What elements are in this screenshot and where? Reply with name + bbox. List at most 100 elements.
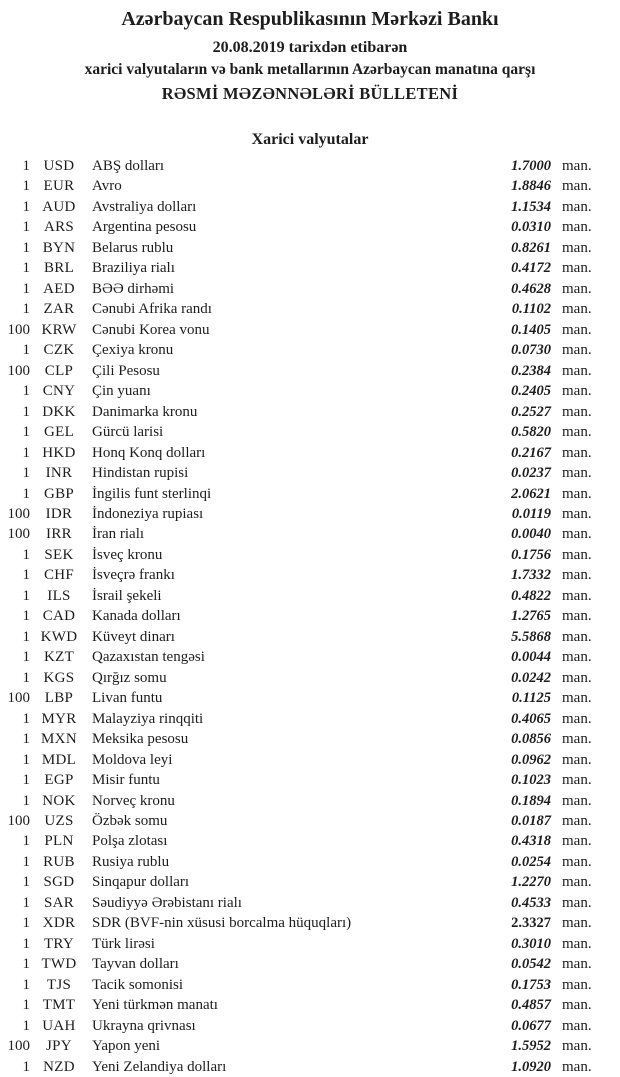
currency-code: DKK bbox=[42, 403, 76, 420]
quantity: 1 bbox=[22, 567, 31, 584]
unit-label: man. bbox=[562, 1058, 592, 1075]
currency-row: 1 TMT Yeni türkmən manatı 0.4857 man. bbox=[0, 995, 620, 1015]
currency-name: Çin yuanı bbox=[92, 383, 151, 400]
quantity: 1 bbox=[22, 546, 31, 563]
unit-label: man. bbox=[562, 424, 592, 441]
unit-label: man. bbox=[562, 731, 592, 748]
currency-name: Rusiya rublu bbox=[92, 853, 170, 870]
date-line: 20.08.2019 tarixdən etibarən bbox=[212, 39, 408, 56]
currency-row: 1 XDR SDR (BVF-nin xüsusi borcalma hüquq… bbox=[0, 913, 620, 933]
unit-label: man. bbox=[562, 874, 592, 891]
currency-code: EUR bbox=[43, 178, 75, 195]
unit-label: man. bbox=[562, 546, 592, 563]
currency-row: 1 ZAR Cənubi Afrika randı 0.1102 man. bbox=[0, 299, 620, 319]
unit-label: man. bbox=[562, 649, 592, 666]
rate-value: 0.5820 bbox=[511, 424, 551, 441]
unit-label: man. bbox=[562, 997, 592, 1014]
rate-value: 0.2384 bbox=[511, 362, 551, 379]
quantity: 1 bbox=[22, 833, 31, 850]
currency-name: Çexiya kronu bbox=[92, 342, 174, 359]
currency-code: ARS bbox=[43, 219, 75, 236]
quantity: 1 bbox=[22, 260, 31, 277]
rate-value: 1.8846 bbox=[511, 178, 551, 195]
quantity: 1 bbox=[22, 383, 31, 400]
quantity: 1 bbox=[22, 628, 31, 645]
rate-value: 0.3010 bbox=[511, 935, 551, 952]
unit-label: man. bbox=[562, 894, 592, 911]
currency-name: Tayvan dolları bbox=[92, 956, 179, 973]
unit-label: man. bbox=[562, 1017, 592, 1034]
rate-value: 0.0254 bbox=[511, 853, 551, 870]
rate-value: 0.0119 bbox=[511, 505, 551, 522]
rate-value: 0.1405 bbox=[511, 321, 551, 338]
unit-label: man. bbox=[562, 956, 592, 973]
rate-value: 0.1756 bbox=[511, 546, 551, 563]
currency-code: CHF bbox=[43, 567, 75, 584]
currency-row: 1 EGP Misir funtu 0.1023 man. bbox=[0, 770, 620, 790]
currency-code: MDL bbox=[41, 751, 77, 768]
currency-row: 1 MDL Moldova leyi 0.0962 man. bbox=[0, 750, 620, 770]
currency-name: Yapon yeni bbox=[92, 1038, 161, 1055]
unit-label: man. bbox=[562, 669, 592, 686]
currency-code: CNY bbox=[42, 383, 76, 400]
currency-row: 1 GEL Gürcü larisi 0.5820 man. bbox=[0, 422, 620, 442]
unit-label: man. bbox=[562, 505, 592, 522]
rate-value: 2.3327 bbox=[511, 915, 551, 932]
rate-value: 0.0187 bbox=[511, 813, 551, 829]
currency-code: ILS bbox=[47, 587, 71, 604]
currency-row: 1 TRY Türk lirəsi 0.3010 man. bbox=[0, 934, 620, 954]
unit-label: man. bbox=[562, 833, 592, 850]
currency-name: Sinqapur dolları bbox=[92, 874, 190, 891]
rate-value: 0.0677 bbox=[511, 1017, 551, 1034]
currency-row: 1 RUB Rusiya rublu 0.0254 man. bbox=[0, 852, 620, 872]
unit-label: man. bbox=[562, 915, 592, 932]
currency-code: XDR bbox=[42, 915, 76, 932]
currency-code: IRR bbox=[46, 526, 72, 543]
quantity: 1 bbox=[22, 956, 31, 973]
currency-row: 1 USD ABŞ dolları 1.7000 man. bbox=[0, 156, 620, 176]
subtitle-line: xarici valyutaların və bank metallarının… bbox=[84, 61, 536, 78]
currency-row: 1 GBP İngilis funt sterlinqi 2.0621 man. bbox=[0, 484, 620, 504]
rate-value: 0.0962 bbox=[511, 751, 551, 768]
currency-name: Braziliya rialı bbox=[92, 260, 175, 277]
currency-row: 1 ARS Argentina pesosu 0.0310 man. bbox=[0, 217, 620, 237]
currency-row: 1 SEK İsveç kronu 0.1756 man. bbox=[0, 545, 620, 565]
unit-label: man. bbox=[562, 158, 592, 174]
currency-row: 1 HKD Honq Konq dolları 0.2167 man. bbox=[0, 443, 620, 463]
currency-name: Avro bbox=[92, 178, 122, 195]
currency-name: Gürcü larisi bbox=[92, 424, 164, 441]
unit-label: man. bbox=[562, 485, 592, 502]
quantity: 100 bbox=[7, 362, 31, 379]
rate-value: 0.4065 bbox=[511, 710, 551, 727]
unit-label: man. bbox=[562, 1038, 592, 1055]
currency-code: SAR bbox=[43, 894, 75, 911]
currency-code: GEL bbox=[43, 424, 75, 441]
quantity: 100 bbox=[7, 690, 31, 707]
unit-label: man. bbox=[562, 935, 592, 952]
currency-name: Özbək somu bbox=[92, 813, 168, 829]
currency-row: 100 CLP Çili Pesosu 0.2384 man. bbox=[0, 361, 620, 381]
unit-label: man. bbox=[562, 383, 592, 400]
rate-value: 1.1534 bbox=[511, 198, 551, 215]
currency-code: KRW bbox=[41, 321, 77, 338]
rate-value: 1.7000 bbox=[511, 158, 551, 174]
currency-row: 1 DKK Danimarka kronu 0.2527 man. bbox=[0, 402, 620, 422]
unit-label: man. bbox=[562, 198, 592, 215]
quantity: 1 bbox=[22, 853, 31, 870]
currency-row: 1 CHF İsveçrə frankı 1.7332 man. bbox=[0, 565, 620, 585]
quantity: 1 bbox=[22, 1058, 31, 1075]
quantity: 100 bbox=[7, 321, 31, 338]
quantity: 100 bbox=[7, 505, 31, 522]
currency-row: 1 EUR Avro 1.8846 man. bbox=[0, 176, 620, 196]
quantity: 1 bbox=[22, 710, 31, 727]
currency-name: Honq Konq dolları bbox=[92, 444, 206, 461]
currency-row: 1 NZD Yeni Zelandiya dolları 1.0920 man. bbox=[0, 1057, 620, 1077]
currency-name: Tacik somonisi bbox=[92, 976, 184, 993]
currency-code: BRL bbox=[43, 260, 75, 277]
quantity: 1 bbox=[22, 301, 31, 318]
rate-value: 0.0044 bbox=[511, 649, 551, 666]
bulletin-title: RƏSMİ MƏZƏNNƏLƏRİ BÜLLETENİ bbox=[161, 84, 459, 103]
rate-value: 1.2270 bbox=[511, 874, 551, 891]
quantity: 1 bbox=[22, 751, 31, 768]
currency-name: SDR (BVF-nin xüsusi borcalma hüquqları) bbox=[92, 915, 352, 932]
